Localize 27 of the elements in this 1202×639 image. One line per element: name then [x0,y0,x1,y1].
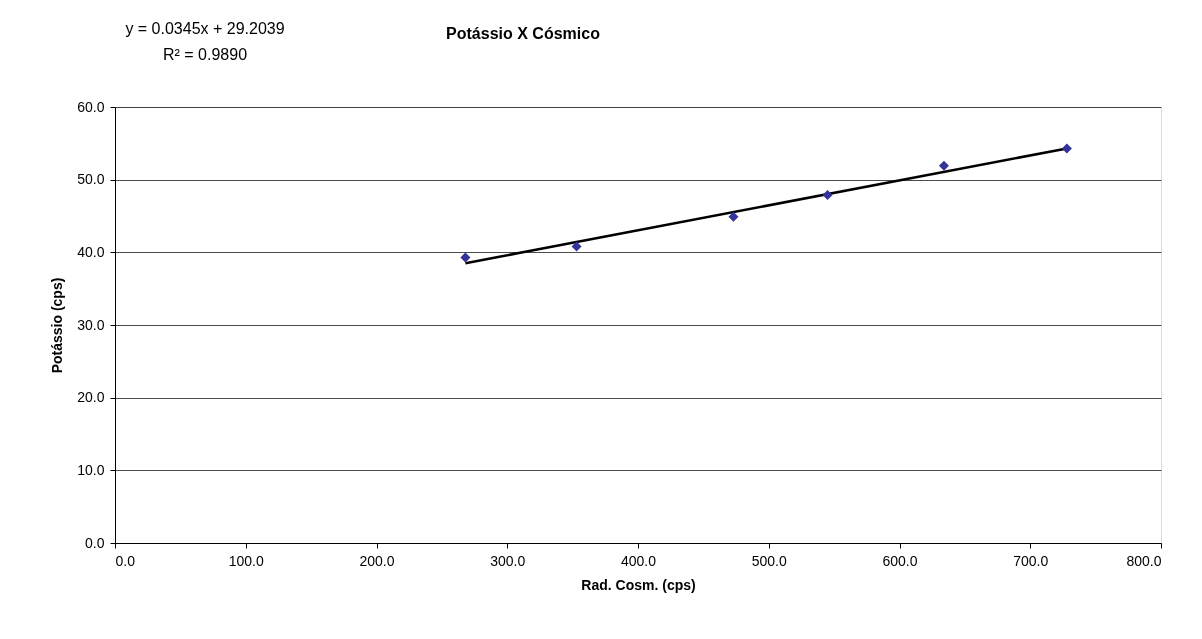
point [460,252,471,263]
y-tick-label: 20.0 [77,389,105,406]
x-tick-label: 0.0 [115,552,136,569]
y-tick-label: 0.0 [85,534,105,551]
x-tick-label: 600.0 [882,552,918,569]
y-tick-label: 50.0 [77,171,105,188]
y-axis-title: Potássio (cps) [49,277,66,374]
text: R² = 0.9890 [162,46,248,63]
point [822,189,833,200]
point [938,160,949,171]
y-tick-label: 40.0 [77,243,105,260]
x-tick-label: 300.0 [490,552,526,569]
y-tick-label: 60.0 [77,98,105,115]
x-axis-title: Rad. Cosm. (cps) [581,576,696,593]
x-tick-label: 200.0 [359,552,395,569]
text: y = 0.0345x + 29.2039 [125,20,285,37]
point [1061,143,1072,154]
point [571,241,582,252]
y-tick-label: 10.0 [77,461,105,478]
x-tick-label: 400.0 [620,552,657,569]
point [728,211,739,222]
y-tick-label: 30.0 [77,316,105,333]
chart-title: Potássio X Cósmico [446,25,601,42]
x-tick-label: 800.0 [1126,552,1162,569]
x-tick-label: 700.0 [1013,552,1049,569]
x-tick-label: 500.0 [751,552,787,569]
x-tick-label: 100.0 [228,552,264,569]
